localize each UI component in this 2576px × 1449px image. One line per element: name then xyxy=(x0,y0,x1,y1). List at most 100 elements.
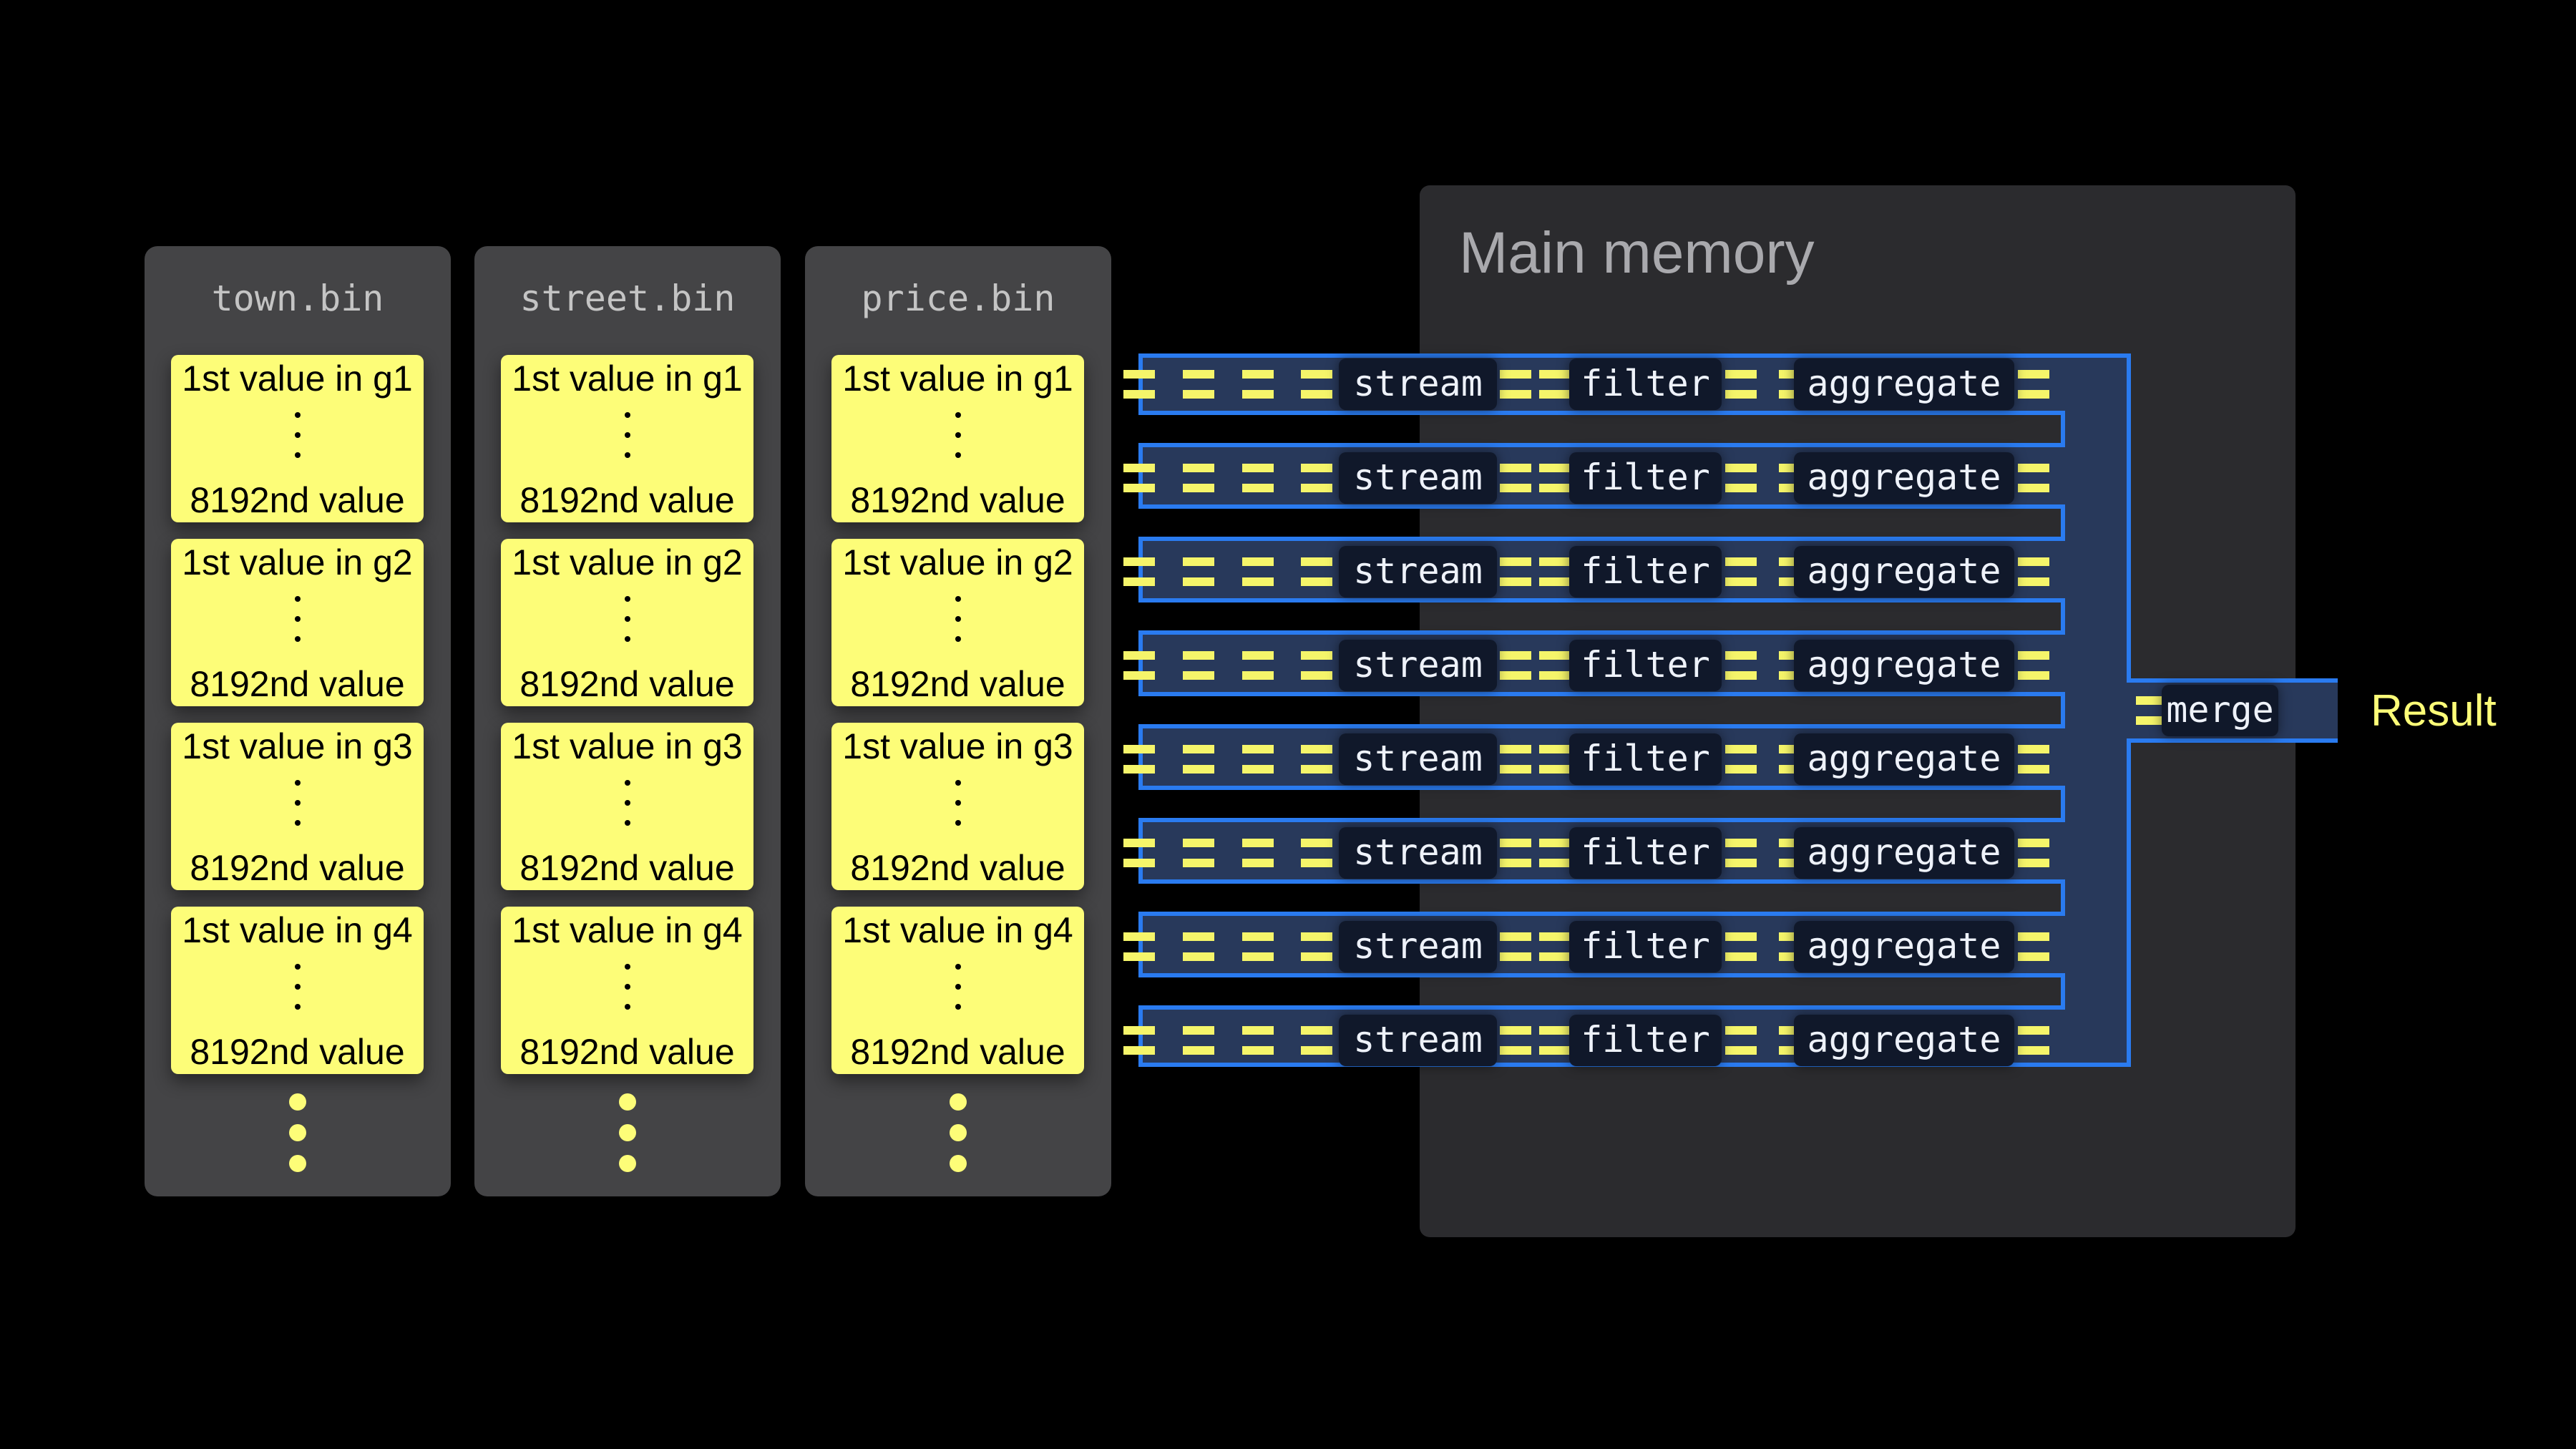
data-flow-arrow-icon xyxy=(1500,370,1531,399)
data-flow-arrow-icon xyxy=(2018,1026,2049,1055)
granule-last-value: 8192nd value xyxy=(190,664,405,704)
stage-filter: filter xyxy=(1569,827,1722,879)
data-flow-arrow-icon xyxy=(1183,464,1214,492)
column-file-name: street.bin xyxy=(519,278,736,319)
stage-aggregate: aggregate xyxy=(1794,1015,2014,1066)
granule-first-value: 1st value in g1 xyxy=(842,358,1073,399)
column-file-0: town.bin 1st value in g1 8192nd value 1st v… xyxy=(145,246,451,1196)
stage-aggregate: aggregate xyxy=(1794,358,2014,410)
data-flow-arrow-icon xyxy=(1725,932,1757,961)
data-flow-arrow-icon xyxy=(1725,745,1757,774)
vertical-ellipsis-icon xyxy=(955,780,961,840)
lane-separator xyxy=(1138,879,2065,916)
data-flow-arrow-icon xyxy=(1123,745,1155,774)
granule-first-value: 1st value in g4 xyxy=(512,910,743,950)
data-flow-arrow-icon xyxy=(1183,1026,1214,1055)
data-flow-arrow-icon xyxy=(1539,932,1571,961)
column-file-name: town.bin xyxy=(211,278,384,319)
stage-filter: filter xyxy=(1569,452,1722,504)
stage-filter: filter xyxy=(1569,1015,1722,1066)
granule-last-value: 8192nd value xyxy=(190,480,405,520)
stage-stream: stream xyxy=(1339,921,1497,972)
vertical-ellipsis-icon xyxy=(624,596,630,656)
data-flow-arrow-icon xyxy=(1301,932,1332,961)
data-flow-arrow-icon xyxy=(1539,370,1571,399)
stage-stream: stream xyxy=(1339,827,1497,879)
data-flow-arrow-icon xyxy=(1725,370,1757,399)
granule-first-value: 1st value in g3 xyxy=(182,726,413,766)
vertical-ellipsis-icon xyxy=(955,412,961,472)
stage-stream: stream xyxy=(1339,452,1497,504)
granule-first-value: 1st value in g4 xyxy=(182,910,413,950)
granule-chunk: 1st value in g2 8192nd value xyxy=(831,539,1084,706)
data-flow-arrow-icon xyxy=(1301,839,1332,867)
granule-first-value: 1st value in g1 xyxy=(182,358,413,399)
data-flow-arrow-icon xyxy=(1123,557,1155,586)
data-flow-arrow-icon xyxy=(2018,745,2049,774)
stage-aggregate: aggregate xyxy=(1794,733,2014,785)
vertical-ellipsis-icon xyxy=(624,412,630,472)
granule-last-value: 8192nd value xyxy=(190,848,405,888)
granule-last-value: 8192nd value xyxy=(519,1032,735,1072)
data-flow-arrow-icon xyxy=(1123,370,1155,399)
granule-chunk: 1st value in g4 8192nd value xyxy=(501,907,753,1074)
data-flow-arrow-icon xyxy=(1500,745,1531,774)
granule-chunk: 1st value in g4 8192nd value xyxy=(171,907,424,1074)
vertical-ellipsis-icon xyxy=(294,412,301,472)
data-flow-arrow-icon xyxy=(1301,745,1332,774)
data-flow-arrow-icon xyxy=(2018,839,2049,867)
data-flow-arrow-icon xyxy=(1123,1026,1155,1055)
stage-aggregate: aggregate xyxy=(1794,640,2014,691)
lane-separator xyxy=(1138,411,2065,447)
granule-last-value: 8192nd value xyxy=(519,664,735,704)
data-flow-arrow-icon xyxy=(1539,557,1571,586)
data-flow-arrow-icon xyxy=(1123,932,1155,961)
data-flow-arrow-icon xyxy=(1500,651,1531,680)
stage-aggregate: aggregate xyxy=(1794,827,2014,879)
data-flow-arrow-icon xyxy=(1500,932,1531,961)
granule-chunk: 1st value in g1 8192nd value xyxy=(501,355,753,522)
data-flow-arrow-icon xyxy=(1301,370,1332,399)
data-flow-arrow-icon xyxy=(2018,464,2049,492)
data-flow-arrow-icon xyxy=(1725,1026,1757,1055)
data-flow-arrow-icon xyxy=(1242,839,1274,867)
granule-last-value: 8192nd value xyxy=(190,1032,405,1072)
granule-last-value: 8192nd value xyxy=(519,848,735,888)
stage-stream: stream xyxy=(1339,358,1497,410)
data-flow-arrow-icon xyxy=(1242,464,1274,492)
data-flow-arrow-icon xyxy=(1539,839,1571,867)
granule-chunk: 1st value in g3 8192nd value xyxy=(501,723,753,890)
granule-chunk: 1st value in g3 8192nd value xyxy=(831,723,1084,890)
granule-first-value: 1st value in g2 xyxy=(842,542,1073,582)
stage-filter: filter xyxy=(1569,921,1722,972)
stage-filter: filter xyxy=(1569,733,1722,785)
data-flow-arrow-icon xyxy=(1242,557,1274,586)
data-flow-arrow-icon xyxy=(2018,370,2049,399)
stage-merge: merge xyxy=(2162,685,2278,736)
column-file-1: street.bin 1st value in g1 8192nd value 1st… xyxy=(474,246,781,1196)
granule-first-value: 1st value in g2 xyxy=(512,542,743,582)
data-flow-arrow-icon xyxy=(1242,745,1274,774)
granule-chunk: 1st value in g3 8192nd value xyxy=(171,723,424,890)
data-flow-arrow-icon xyxy=(1242,651,1274,680)
vertical-ellipsis-icon xyxy=(294,964,301,1024)
data-flow-arrow-icon xyxy=(1242,1026,1274,1055)
granule-first-value: 1st value in g4 xyxy=(842,910,1073,950)
granule-chunk: 1st value in g1 8192nd value xyxy=(831,355,1084,522)
data-flow-arrow-icon xyxy=(1500,557,1531,586)
data-flow-arrow-icon xyxy=(1183,370,1214,399)
column-file-2: price.bin 1st value in g1 8192nd value 1st … xyxy=(805,246,1111,1196)
data-flow-arrow-icon xyxy=(1301,651,1332,680)
more-granules-ellipsis-icon xyxy=(950,1093,967,1186)
vertical-ellipsis-icon xyxy=(294,596,301,656)
data-flow-arrow-icon xyxy=(1725,464,1757,492)
data-flow-arrow-icon xyxy=(1301,557,1332,586)
data-flow-arrow-icon xyxy=(1183,651,1214,680)
data-flow-arrow-icon xyxy=(1725,651,1757,680)
result-label: Result xyxy=(2371,686,2497,736)
vertical-ellipsis-icon xyxy=(955,964,961,1024)
data-flow-arrow-icon xyxy=(1725,557,1757,586)
granule-last-value: 8192nd value xyxy=(850,480,1065,520)
lane-separator xyxy=(1138,973,2065,1010)
data-flow-arrow-icon xyxy=(1539,651,1571,680)
